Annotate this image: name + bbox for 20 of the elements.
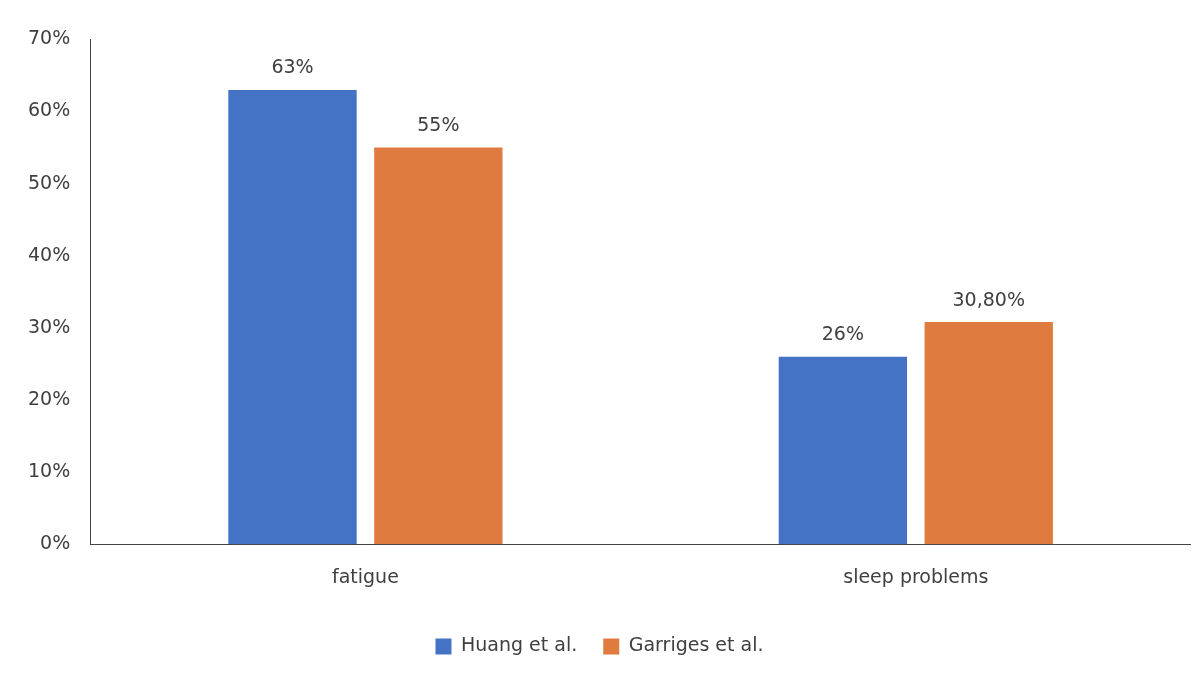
- bar: [778, 356, 908, 545]
- legend-label: Huang et al.: [460, 633, 578, 656]
- bar: [374, 147, 503, 545]
- data-label: 63%: [271, 55, 314, 78]
- x-tick-label: fatigue: [331, 564, 399, 587]
- y-tick-label: 20%: [28, 386, 71, 409]
- data-label: 55%: [417, 113, 460, 136]
- y-tick-label: 70%: [28, 26, 71, 49]
- y-tick-label: 0%: [40, 531, 71, 554]
- x-tick-label: sleep problems: [843, 564, 989, 587]
- y-tick-label: 30%: [28, 314, 71, 337]
- y-tick-label: 50%: [28, 170, 71, 193]
- bar: [228, 89, 357, 545]
- bar: [924, 322, 1053, 545]
- data-label: 26%: [821, 322, 864, 345]
- legend-label: Garriges et al.: [628, 633, 764, 656]
- y-tick-label: 10%: [28, 459, 71, 482]
- y-tick-label: 40%: [28, 242, 71, 265]
- data-label: 30,80%: [952, 287, 1025, 310]
- y-tick-label: 60%: [28, 98, 71, 121]
